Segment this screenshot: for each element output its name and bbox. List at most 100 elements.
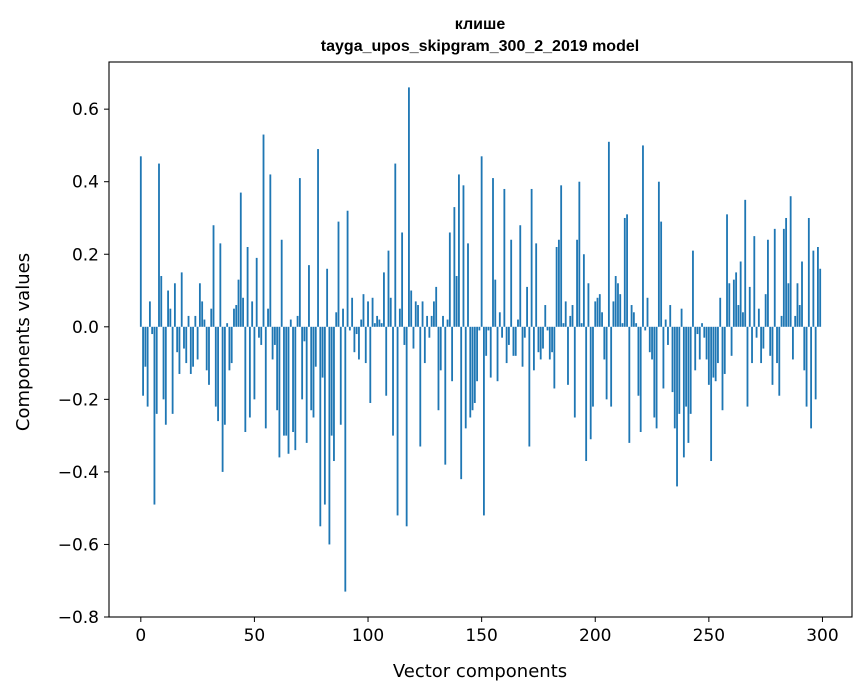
bar — [230, 326, 233, 364]
bar — [201, 301, 204, 327]
bar — [667, 326, 669, 345]
bar — [139, 156, 142, 327]
bar — [598, 294, 601, 327]
bar — [605, 326, 608, 400]
bar — [314, 326, 317, 367]
bar — [769, 326, 772, 356]
bar — [333, 326, 335, 462]
bar — [480, 156, 483, 327]
bar — [233, 308, 235, 327]
bar — [594, 301, 597, 327]
bar — [585, 326, 588, 462]
bar — [744, 199, 747, 327]
bar — [210, 308, 213, 327]
bar — [478, 326, 481, 331]
bar — [292, 326, 294, 432]
bar — [160, 276, 163, 327]
bar — [648, 326, 651, 353]
bar — [805, 326, 808, 407]
bar — [258, 326, 260, 338]
bar — [198, 283, 201, 327]
bar — [196, 326, 199, 360]
bar — [476, 326, 478, 382]
bar — [294, 326, 297, 451]
bar — [317, 149, 319, 327]
bar — [539, 326, 542, 360]
bar — [562, 323, 565, 327]
bar — [471, 326, 474, 411]
bar — [455, 276, 458, 327]
bar — [514, 326, 517, 356]
bar — [246, 247, 249, 327]
bar — [226, 323, 229, 327]
bar — [705, 326, 708, 360]
bar — [380, 323, 383, 327]
bar — [451, 326, 454, 382]
bar — [344, 326, 347, 592]
bar — [755, 326, 758, 338]
y-tick-label: −0.6 — [58, 535, 99, 555]
bar — [760, 326, 763, 364]
bar — [526, 286, 528, 327]
bar — [439, 326, 442, 371]
bar — [328, 326, 331, 545]
bar — [507, 326, 510, 345]
x-tick-label: 0 — [135, 626, 146, 646]
bar — [280, 239, 283, 327]
bar — [680, 308, 683, 327]
x-axis-ticks: 0 50 100 150 200 250 300 — [135, 617, 839, 646]
bar — [573, 326, 576, 418]
bar — [730, 326, 733, 356]
bar — [773, 228, 776, 327]
bar — [146, 326, 149, 407]
bar — [205, 326, 208, 371]
bar — [442, 315, 444, 327]
bar — [273, 326, 276, 345]
bar — [194, 315, 197, 327]
bar — [767, 239, 769, 327]
bar — [151, 326, 154, 335]
bar — [239, 192, 242, 327]
bar — [639, 326, 642, 432]
bar — [626, 214, 628, 327]
bar — [542, 326, 544, 349]
bar — [237, 279, 240, 327]
bar — [610, 326, 613, 407]
bar — [764, 294, 767, 327]
x-tick-label: 100 — [352, 626, 384, 646]
bar — [796, 283, 799, 327]
bar — [144, 326, 147, 367]
bar — [698, 326, 701, 360]
bar — [364, 326, 367, 364]
bars-group — [139, 87, 822, 592]
bar — [355, 326, 358, 335]
bar — [389, 297, 392, 327]
x-tick-label: 50 — [244, 626, 266, 646]
bar — [433, 301, 435, 327]
bar — [817, 247, 819, 327]
bar — [462, 185, 465, 327]
bar — [387, 250, 390, 327]
bar — [703, 326, 706, 338]
bar — [223, 326, 226, 425]
bar — [553, 326, 556, 389]
bar — [310, 326, 313, 411]
plot-frame — [108, 61, 853, 618]
y-tick-label: −0.4 — [58, 463, 99, 483]
bar — [214, 326, 217, 407]
bar — [464, 326, 467, 429]
bar — [473, 326, 476, 403]
bar — [296, 315, 299, 327]
y-tick-label: −0.8 — [58, 608, 99, 628]
bar — [505, 326, 508, 364]
bar — [235, 305, 238, 327]
bar — [419, 326, 422, 447]
bar — [587, 283, 590, 327]
bar — [253, 326, 256, 400]
bar — [262, 134, 265, 327]
bar — [487, 326, 490, 331]
bar — [412, 326, 415, 349]
bar — [607, 141, 610, 327]
bar — [807, 217, 810, 327]
bar — [717, 326, 719, 364]
